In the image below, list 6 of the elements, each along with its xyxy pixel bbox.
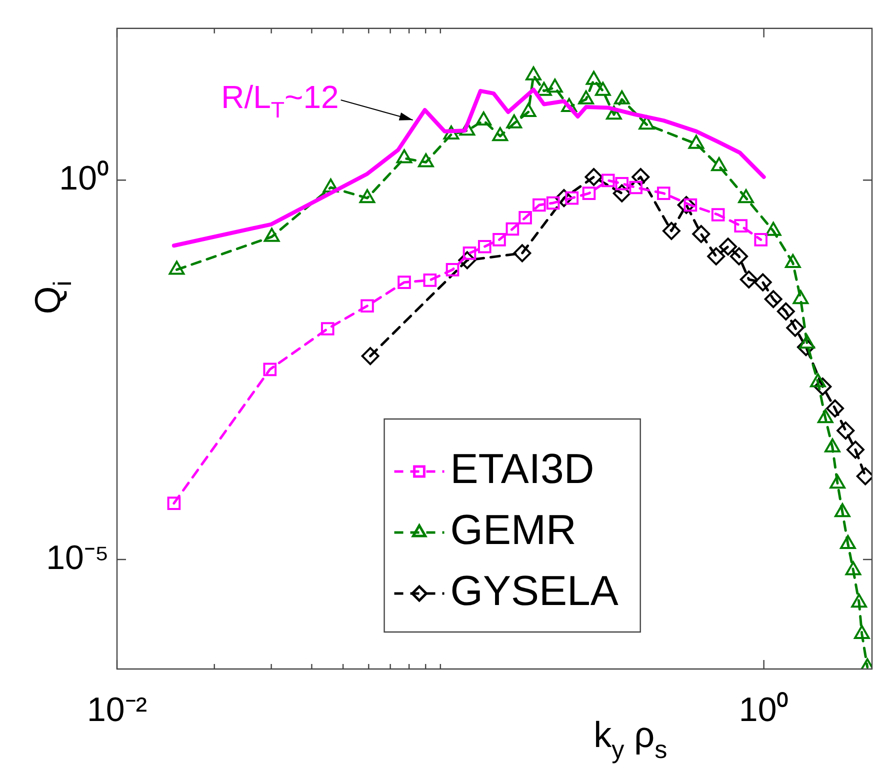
legend-label: GEMR [450, 506, 576, 554]
y-axis-title: Qi [27, 280, 77, 314]
x-tick-label: 10⁻² [86, 690, 148, 729]
y-tick-label: 10⁻⁵ [46, 538, 109, 577]
legend-label: ETAI3D [450, 445, 594, 492]
legend-label: GYSELA [450, 567, 618, 614]
